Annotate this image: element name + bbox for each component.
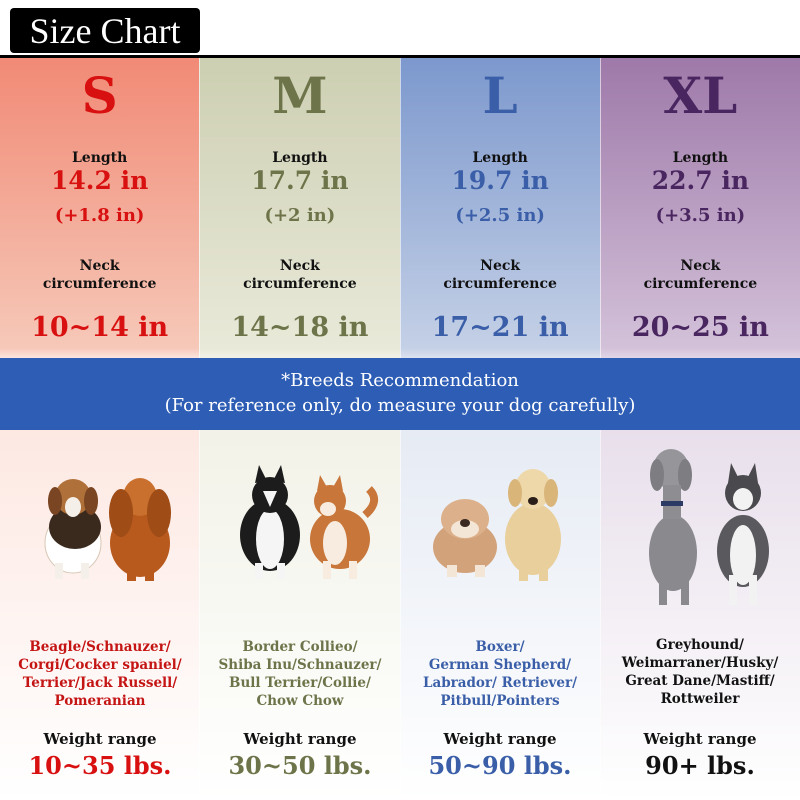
breed-line: German Shepherd/ — [428, 657, 572, 673]
breed-line: Labrador/ Retriever/ — [422, 675, 578, 691]
breeds-list-s: Beagle/Schnauzer/ Corgi/Cocker spaniel/ … — [0, 638, 200, 710]
weight-value-xl: 90+ lbs. — [645, 751, 755, 780]
size-label-m: M — [272, 66, 328, 125]
weimaraner-and-husky-image — [649, 449, 769, 605]
breeds-recommendation-banner: *Breeds Recommendation (For reference on… — [0, 358, 800, 430]
circumference-label: circumference — [243, 276, 357, 292]
neck-value-s: 10~14 in — [31, 312, 169, 343]
neck-value-l: 17~21 in — [431, 312, 569, 343]
circumference-label: circumference — [443, 276, 557, 292]
length-increase-m: (+2 in) — [264, 205, 336, 226]
breeds-list-xl: Greyhound/ Weimarraner/Husky/ Great Dane… — [600, 636, 800, 708]
length-label: Length — [472, 150, 528, 166]
weight-value-m: 30~50 lbs. — [228, 751, 372, 780]
breed-line: Greyhound/ — [656, 637, 744, 653]
length-label: Length — [672, 150, 729, 166]
size-label-l: L — [482, 66, 518, 125]
breed-line: Pomeranian — [54, 693, 146, 709]
breeds-list-l: Boxer/ German Shepherd/ Labrador/ Retrie… — [400, 638, 600, 710]
neck-label: Neck — [680, 258, 721, 274]
neck-label: Neck — [480, 258, 521, 274]
breed-line: Bull Terrier/Collie/ — [229, 675, 371, 691]
breeds-list-m: Border Collieo/ Shiba Inu/Schnauzer/ Bul… — [200, 638, 400, 710]
breed-line: Terrier/Jack Russell/ — [22, 675, 178, 691]
banner-title: *Breeds Recommendation — [281, 370, 519, 391]
bulldog-and-golden-retriever-image — [433, 469, 561, 581]
weight-value-s: 10~35 lbs. — [28, 751, 172, 780]
dog-photos — [0, 435, 800, 615]
breed-line: Chow Chow — [256, 693, 344, 709]
banner-note: (For reference only, do measure your dog… — [164, 395, 636, 416]
length-increase-xl: (+3.5 in) — [655, 205, 746, 226]
size-label-s: S — [81, 66, 118, 125]
circumference-label: circumference — [643, 276, 758, 292]
length-value-m: 17.7 in — [251, 166, 349, 195]
neck-label: Neck — [279, 258, 320, 274]
length-value-s: 14.2 in — [50, 166, 149, 195]
circumference-label: circumference — [42, 276, 157, 292]
neck-value-m: 14~18 in — [231, 312, 369, 343]
breed-line: Rottweiler — [660, 691, 740, 707]
breed-line: Shiba Inu/Schnauzer/ — [218, 657, 382, 673]
border-collie-and-shiba-inu-image — [240, 465, 379, 579]
breed-line: Border Collieo/ — [242, 639, 358, 655]
neck-label: Neck — [79, 258, 120, 274]
weight-range-label: Weight range — [243, 730, 357, 748]
breed-line: Beagle/Schnauzer/ — [29, 639, 171, 655]
length-increase-l: (+2.5 in) — [455, 205, 545, 226]
title-divider — [0, 55, 800, 58]
beagle-and-cocker-spaniel-image — [44, 478, 171, 581]
length-label: Length — [71, 150, 128, 166]
breed-line: Great Dane/Mastiff/ — [625, 673, 775, 689]
chart-title: Size Chart — [10, 8, 200, 53]
weight-value-l: 50~90 lbs. — [428, 751, 572, 780]
neck-value-xl: 20~25 in — [631, 312, 769, 343]
weight-range-label: Weight range — [643, 730, 757, 748]
length-value-l: 19.7 in — [451, 166, 549, 195]
breed-line: Pitbull/Pointers — [440, 693, 560, 709]
weight-range-label: Weight range — [443, 730, 557, 748]
length-increase-s: (+1.8 in) — [54, 205, 145, 226]
length-label: Length — [272, 150, 328, 166]
length-value-xl: 22.7 in — [651, 166, 749, 195]
breed-line: Boxer/ — [475, 639, 525, 655]
size-label-xl: XL — [663, 66, 738, 125]
breed-line: Corgi/Cocker spaniel/ — [18, 657, 182, 673]
breed-line: Weimarraner/Husky/ — [621, 655, 779, 671]
weight-range-label: Weight range — [43, 730, 157, 748]
